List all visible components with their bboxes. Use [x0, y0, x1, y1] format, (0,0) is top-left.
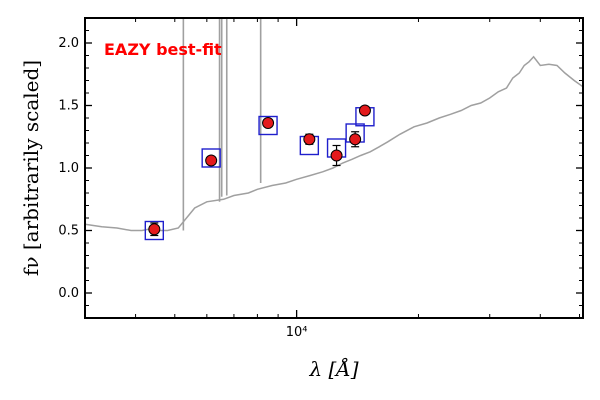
y-tick-label: 2.0	[58, 36, 79, 51]
template-spectrum	[84, 55, 584, 232]
y-tick-label: 0.5	[58, 224, 79, 239]
x-tick-label: 10⁴	[286, 325, 308, 340]
y-tick-label: 1.0	[58, 161, 79, 176]
observed-point	[330, 149, 343, 162]
observed-point	[205, 154, 218, 167]
y-tick-label: 1.5	[58, 99, 79, 114]
observed-point	[262, 117, 275, 129]
plot-area	[84, 19, 584, 241]
axes: 0.0 0.5 1.0 1.5 2.0 10⁴	[58, 17, 583, 340]
y-tick-label: 0.0	[58, 286, 79, 301]
observed-point	[148, 223, 161, 236]
annotation-label: EAZY best-fit	[104, 40, 222, 59]
observed-point	[303, 133, 316, 146]
model-box	[258, 115, 278, 136]
x-axis-title: λ [Å]	[308, 356, 358, 381]
model-box	[201, 148, 221, 168]
model-box	[144, 220, 165, 241]
y-axis-title: fν [arbitrarily scaled]	[19, 60, 43, 276]
observed-point	[349, 133, 362, 146]
observed-point	[358, 104, 371, 117]
